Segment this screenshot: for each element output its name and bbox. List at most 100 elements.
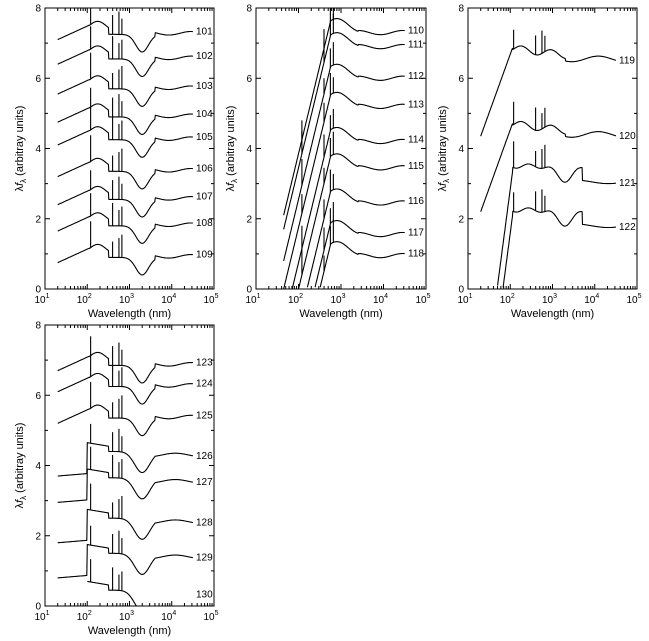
spectrum-125 [57,404,194,437]
series-label: 108 [196,218,213,229]
x-tick-label: 105 [203,610,218,623]
y-tick-label: 6 [35,74,41,85]
spectrum-112 [283,63,405,262]
axes-frame [255,7,427,290]
spectrum-127 [57,468,194,503]
spectrum-122 [502,207,617,288]
y-axis-label: λfλ (arbitray units) [14,106,28,192]
spectrum-101 [57,20,194,53]
series-label: 115 [408,161,424,172]
series-label: 111 [408,40,424,51]
series-label: 124 [196,379,213,390]
x-tick-label: 105 [626,293,641,306]
x-tick-label: 102 [77,293,92,306]
axes-frame [44,7,215,290]
spectrum-118 [319,241,405,288]
panel-top-right: 0 2 4 6 8 101 102 103 104 105 Wavelength (nm) λfλ (… [437,4,642,321]
series-label: 120 [619,131,636,142]
series-label: 121 [619,178,636,189]
x-tick-label: 105 [415,293,430,306]
series-label: 112 [408,71,424,82]
spectrum-115 [297,153,405,290]
spectrum-123 [57,351,194,384]
y-tick-label: 0 [35,602,41,613]
spectrum-111 [283,32,405,230]
x-tick-label: 101 [245,293,260,306]
x-tick-label: 101 [457,293,472,306]
y-tick-label: 2 [458,214,464,225]
panel-top-left: 0 2 4 6 8 101 102 103 104 105 Wavelength (nm) λfλ (… [14,4,219,321]
series-label: 109 [196,250,213,261]
series-label: 103 [196,81,213,92]
spectrum-104 [57,103,194,136]
series-label: 126 [196,451,213,462]
y-axis-label: λfλ (arbitray units) [225,106,239,192]
y-tick-label: 2 [246,214,252,225]
x-tick-label: 101 [34,293,49,306]
series-label: 125 [196,410,213,421]
series-label: 130 [196,590,213,601]
x-tick-label: 103 [119,293,134,306]
x-tick-label: 102 [77,610,92,623]
spectrum-130 [87,580,137,607]
y-tick-label: 4 [35,144,41,155]
x-tick-label: 102 [500,293,515,306]
spectrum-121 [497,163,617,286]
spectrum-106 [57,157,194,190]
series-label: 101 [196,27,213,38]
y-tick-label: 8 [246,4,252,15]
y-tick-label: 4 [458,144,464,155]
spectrum-107 [57,185,194,218]
x-axis-label: Wavelength (nm) [88,625,171,637]
y-tick-label: 0 [458,285,464,296]
spectrum-124 [57,372,194,405]
x-tick-label: 103 [542,293,557,306]
series-label: 127 [196,477,213,488]
series-label: 123 [196,358,213,369]
x-tick-label: 103 [330,293,345,306]
y-tick-label: 8 [458,4,464,15]
series-label: 102 [196,51,213,62]
series-label: 117 [408,228,424,239]
spectrum-114 [291,126,405,290]
spectrum-108 [57,212,194,244]
y-tick-label: 0 [246,285,252,296]
series-label: 113 [408,99,424,110]
series-label: 107 [196,192,213,203]
y-tick-label: 8 [35,321,41,332]
series-label: 105 [196,132,213,143]
series-label: 129 [196,553,213,564]
spectrum-102 [57,45,194,78]
y-tick-label: 2 [35,531,41,542]
y-axis-label: λfλ (arbitray units) [437,106,451,192]
y-tick-label: 0 [35,285,41,296]
series-label: 106 [196,164,213,175]
y-tick-label: 6 [246,74,252,85]
y-tick-label: 8 [35,4,41,15]
x-tick-label: 104 [584,293,599,306]
y-tick-label: 6 [35,391,41,402]
spectrum-110 [283,18,405,216]
x-axis-label: Wavelength (nm) [511,308,594,320]
spectrum-119 [480,45,617,137]
series-label: 104 [196,109,213,120]
spectrum-113 [283,91,405,290]
series-label: 128 [196,518,213,529]
spectrum-117 [314,220,405,288]
x-tick-label: 105 [203,293,218,306]
y-tick-label: 2 [35,214,41,225]
series-label: 116 [408,196,424,207]
spectrum-103 [57,75,194,107]
x-axis-label: Wavelength (nm) [88,308,171,320]
panel-bottom-left: 0 2 4 6 8 101 102 103 104 105 Wavelength (nm) λfλ (… [14,321,219,638]
series-label: 114 [408,134,424,145]
x-tick-label: 104 [161,293,176,306]
spectrum-128 [57,508,194,544]
series-label: 122 [619,222,636,233]
y-tick-label: 4 [246,144,252,155]
spectrum-105 [57,126,194,158]
spectrum-126 [57,442,194,477]
series-label: 110 [408,26,424,37]
y-tick-label: 4 [35,461,41,472]
